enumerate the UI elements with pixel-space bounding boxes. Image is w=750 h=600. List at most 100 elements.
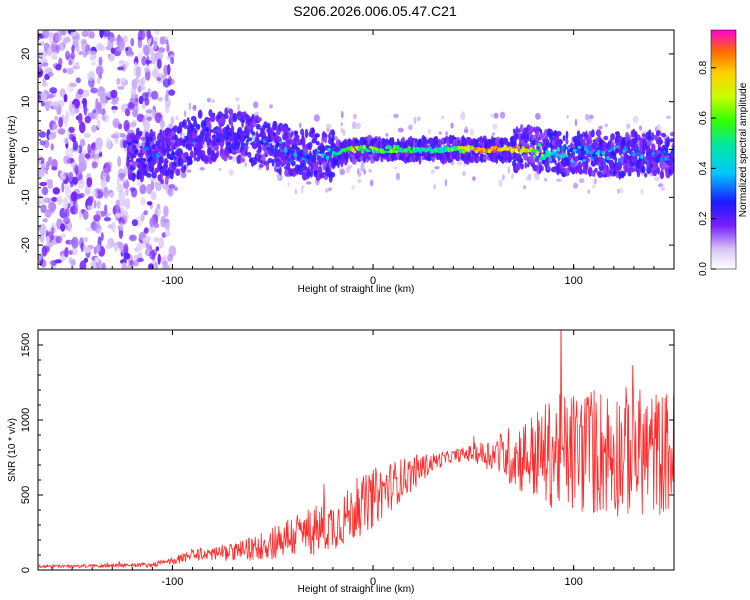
band-blob (308, 141, 313, 149)
noise-blob (129, 187, 136, 192)
signal-mark (624, 147, 628, 151)
band-blob (535, 125, 540, 133)
signal-mark (266, 146, 270, 151)
band-blob (593, 141, 598, 147)
noise-blob (96, 77, 101, 85)
noise-blob (165, 229, 171, 238)
noise-blob (129, 259, 134, 266)
noise-blob (40, 259, 47, 268)
signal-mark (250, 142, 254, 146)
noise-blob (427, 128, 431, 135)
noise-blob (119, 173, 126, 178)
band-blob (149, 128, 154, 138)
band-blob (562, 135, 566, 142)
noise-blob (149, 250, 156, 260)
band-blob (307, 169, 312, 178)
band-blob (296, 137, 300, 142)
noise-blob (588, 114, 594, 120)
band-blob (331, 131, 336, 137)
noise-blob (156, 58, 162, 69)
band-blob (174, 134, 178, 139)
band-blob (193, 152, 197, 162)
signal-mark (627, 156, 631, 160)
band-blob (240, 157, 246, 163)
noise-blob (433, 184, 436, 190)
noise-blob (125, 47, 129, 52)
band-blob (139, 130, 143, 136)
signal-mark (622, 149, 626, 153)
band-blob (228, 155, 233, 160)
noise-blob (140, 197, 146, 206)
noise-blob (77, 179, 85, 189)
noise-blob (118, 60, 126, 66)
signal-mark (169, 156, 174, 161)
signal-mark (370, 146, 375, 150)
noise-blob (166, 55, 170, 60)
band-blob (147, 136, 153, 142)
noise-blob (41, 186, 49, 196)
noise-blob (52, 187, 60, 195)
signal-mark (588, 151, 593, 155)
noise-blob (173, 186, 178, 191)
noise-blob (49, 101, 54, 107)
noise-blob (54, 115, 59, 121)
signal-mark (519, 149, 524, 154)
noise-blob (154, 181, 158, 188)
noise-blob (164, 94, 169, 102)
noise-blob (78, 153, 85, 165)
y-tick-label: 0 (20, 146, 32, 152)
noise-blob (84, 153, 91, 159)
signal-mark (407, 146, 412, 150)
signal-mark (535, 151, 540, 155)
signal-mark (561, 145, 566, 150)
noise-blob (144, 235, 151, 243)
noise-blob (395, 172, 401, 181)
signal-mark (587, 144, 591, 150)
band-blob (261, 153, 266, 163)
noise-blob (199, 167, 205, 171)
band-blob (667, 136, 670, 147)
band-blob (282, 126, 288, 133)
band-blob (591, 170, 596, 177)
band-blob (136, 135, 141, 140)
noise-blob (40, 205, 46, 214)
band-blob (505, 154, 508, 164)
noise-blob (45, 100, 50, 112)
signal-mark (490, 146, 495, 150)
noise-blob (89, 266, 94, 269)
noise-blob (163, 64, 169, 77)
band-blob (632, 155, 638, 162)
noise-blob (154, 36, 158, 42)
band-blob (659, 170, 665, 180)
noise-blob (588, 119, 592, 123)
signal-mark (359, 145, 363, 150)
noise-blob (657, 183, 664, 188)
signal-mark (258, 134, 262, 137)
band-blob (189, 150, 194, 159)
noise-blob (115, 199, 121, 211)
signal-mark (132, 144, 137, 150)
noise-blob (360, 166, 365, 172)
band-blob (213, 144, 219, 151)
noise-blob (313, 114, 320, 122)
noise-blob (79, 138, 86, 147)
noise-blob (87, 199, 93, 206)
band-blob (520, 163, 524, 170)
signal-mark (461, 149, 466, 154)
band-blob (244, 150, 248, 156)
signal-mark (182, 139, 187, 143)
noise-blob (78, 121, 86, 134)
noise-blob (511, 173, 514, 180)
signal-mark (458, 148, 463, 154)
noise-blob (71, 136, 77, 143)
noise-blob (39, 223, 47, 236)
noise-blob (44, 210, 52, 218)
signal-mark (195, 139, 200, 143)
noise-blob (107, 224, 114, 229)
noise-blob (438, 131, 443, 135)
noise-blob (116, 176, 121, 186)
band-blob (532, 139, 536, 146)
noise-blob (148, 225, 156, 233)
noise-blob (632, 115, 639, 123)
noise-blob (133, 106, 139, 117)
